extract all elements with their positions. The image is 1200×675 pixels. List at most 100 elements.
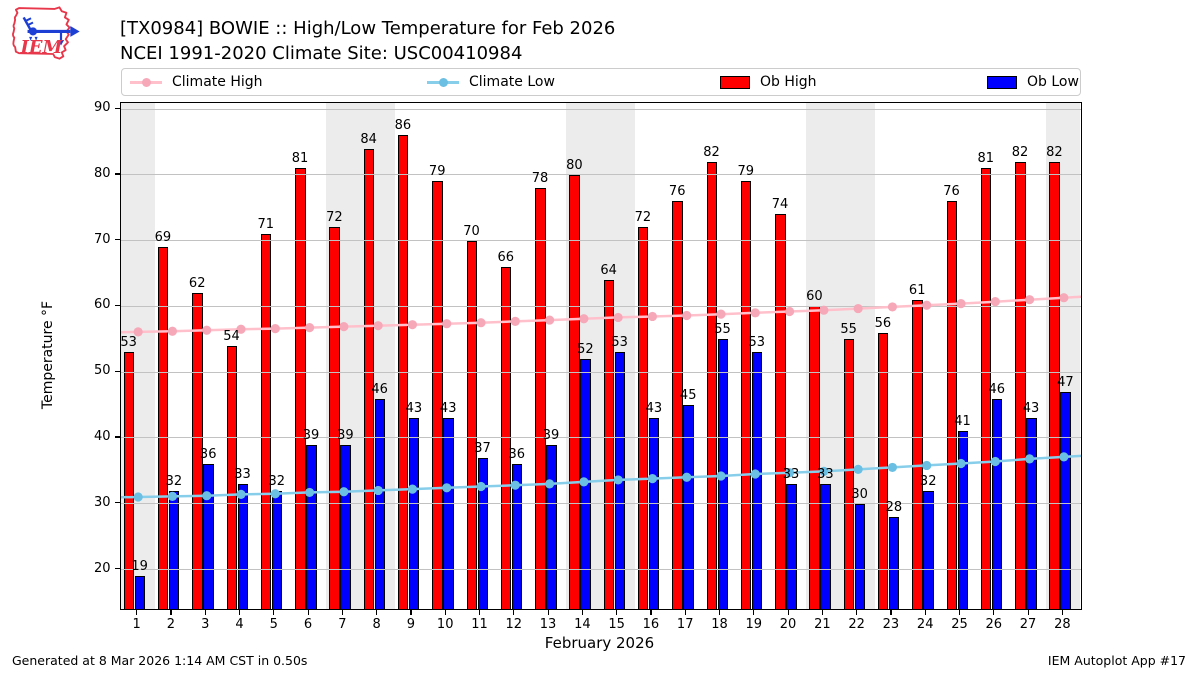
climate-high-marker-day-17 [681, 310, 691, 320]
x-tick-label-20: 20 [779, 617, 797, 632]
ob-high-bar-day-27 [1015, 161, 1026, 609]
legend-item-ob-high: Ob High [720, 69, 817, 95]
climate-low-marker-day-2 [167, 491, 177, 501]
ob-high-bar-day-2 [157, 247, 169, 609]
ob-low-bar-day-21 [820, 484, 831, 609]
x-tick-mark-7 [341, 609, 344, 615]
gridline-70 [120, 240, 1081, 242]
x-tick-mark-19 [753, 609, 755, 615]
x-tick-mark-9 [410, 609, 412, 615]
x-tick-label-21: 21 [814, 617, 831, 632]
ob-low-bar-day-1 [134, 576, 146, 609]
x-tick-mark-22 [856, 609, 858, 615]
ob-low-label-day-16: 43 [645, 401, 663, 417]
ob-high-bar-day-15 [603, 280, 615, 609]
ob-high-bar-day-23 [877, 332, 889, 609]
legend-item-ob-low: Ob Low [987, 69, 1079, 95]
x-tick-mark-24 [924, 609, 926, 615]
climate-low-marker-day-17 [681, 472, 691, 482]
iem-logo-text: IEM [20, 37, 64, 58]
x-tick-label-16: 16 [642, 617, 660, 632]
climate-low-marker-day-1 [133, 491, 143, 502]
ob-high-label-day-9: 86 [394, 118, 412, 134]
y-tick-mark-70 [114, 239, 120, 241]
gridline-30 [120, 503, 1081, 505]
y-tick-label-80: 80 [93, 165, 111, 181]
ob-low-label-day-13: 39 [542, 427, 560, 443]
ob-low-label-day-28: 47 [1057, 374, 1074, 390]
climate-high-marker-day-11 [475, 317, 486, 327]
climate-high-marker-day-14 [578, 313, 588, 323]
climate-high-marker-day-8 [373, 320, 383, 330]
x-tick-label-25: 25 [951, 617, 968, 632]
climate-high-marker-day-19 [750, 307, 760, 317]
ob-high-bar-day-3 [192, 293, 203, 609]
climate-low-marker-day-12 [510, 480, 520, 490]
x-tick-label-4: 4 [235, 617, 244, 632]
x-tick-mark-2 [170, 609, 172, 615]
y-tick-label-40: 40 [93, 428, 111, 444]
x-tick-label-28: 28 [1054, 617, 1071, 632]
ob-low-label-day-8: 46 [371, 381, 388, 397]
climate-high-marker-day-13 [544, 314, 554, 325]
climate-low-marker-day-13 [544, 478, 554, 488]
ob-low-bar-day-4 [237, 484, 248, 609]
climate-low-marker-day-28 [1058, 451, 1068, 461]
x-tick-mark-11 [479, 609, 481, 615]
footer-app-text: IEM Autoplot App #17 [1047, 653, 1186, 668]
ob-high-bar-day-4 [226, 345, 237, 609]
ob-high-bar-day-14 [569, 174, 580, 609]
x-tick-mark-26 [993, 609, 995, 615]
x-tick-mark-28 [1061, 609, 1064, 615]
x-tick-mark-5 [273, 609, 275, 615]
ob-low-label-day-23: 28 [885, 499, 903, 515]
x-tick-mark-1 [136, 609, 138, 615]
legend-patch-swatch-ob-high [720, 75, 750, 89]
x-tick-label-9: 9 [406, 617, 416, 632]
climate-low-marker-day-5 [270, 488, 280, 498]
y-axis-label: Temperature °F [40, 300, 56, 410]
climate-low-line [120, 454, 1081, 499]
ob-high-bar-day-17 [672, 201, 683, 609]
legend-line-swatch-climate-low [427, 69, 459, 95]
climate-low-marker-day-7 [338, 486, 348, 496]
ob-low-label-day-14: 52 [577, 342, 594, 358]
legend-item-climate-low: Climate Low [427, 69, 555, 95]
climate-low-marker-day-22 [853, 464, 863, 474]
climate-high-marker-day-16 [647, 311, 657, 321]
ob-low-label-day-18: 55 [714, 322, 731, 338]
ob-high-label-day-1: 53 [120, 335, 137, 351]
ob-high-bar-day-16 [637, 227, 649, 609]
x-tick-mark-8 [376, 609, 378, 615]
ob-high-bar-day-18 [706, 161, 717, 609]
chart-legend: Climate High Climate Low Ob High Ob Low [121, 68, 1081, 96]
gridline-90 [120, 108, 1081, 110]
x-tick-mark-20 [787, 609, 789, 615]
x-tick-label-14: 14 [574, 617, 591, 632]
climate-low-marker-day-24 [921, 460, 931, 470]
legend-label-climate-low: Climate Low [469, 74, 555, 90]
x-tick-mark-16 [650, 609, 652, 615]
chart-title-block: [TX0984] BOWIE :: High/Low Temperature f… [120, 16, 615, 66]
ob-low-bar-day-10 [443, 418, 454, 609]
ob-low-label-day-2: 32 [165, 473, 183, 489]
x-tick-mark-6 [307, 609, 309, 615]
ob-high-label-day-7: 72 [326, 210, 343, 226]
ob-high-label-day-2: 69 [154, 230, 172, 246]
gridline-40 [120, 437, 1081, 439]
x-tick-mark-13 [547, 609, 549, 615]
ob-low-label-day-11: 37 [474, 440, 491, 456]
ob-high-label-day-22: 55 [840, 322, 857, 338]
climate-low-marker-day-18 [715, 470, 726, 481]
x-tick-mark-3 [204, 609, 206, 615]
climate-low-marker-day-26 [990, 456, 1000, 466]
ob-high-bar-day-5 [260, 234, 272, 609]
ob-low-label-day-3: 36 [199, 447, 217, 463]
ob-low-bar-day-9 [408, 418, 420, 609]
ob-high-label-day-19: 79 [737, 164, 755, 180]
ob-low-label-day-12: 36 [508, 447, 526, 463]
climate-low-marker-day-10 [441, 482, 451, 492]
ob-low-bar-day-22 [854, 503, 866, 609]
ob-high-label-day-15: 64 [600, 263, 617, 279]
x-tick-mark-15 [616, 609, 618, 615]
